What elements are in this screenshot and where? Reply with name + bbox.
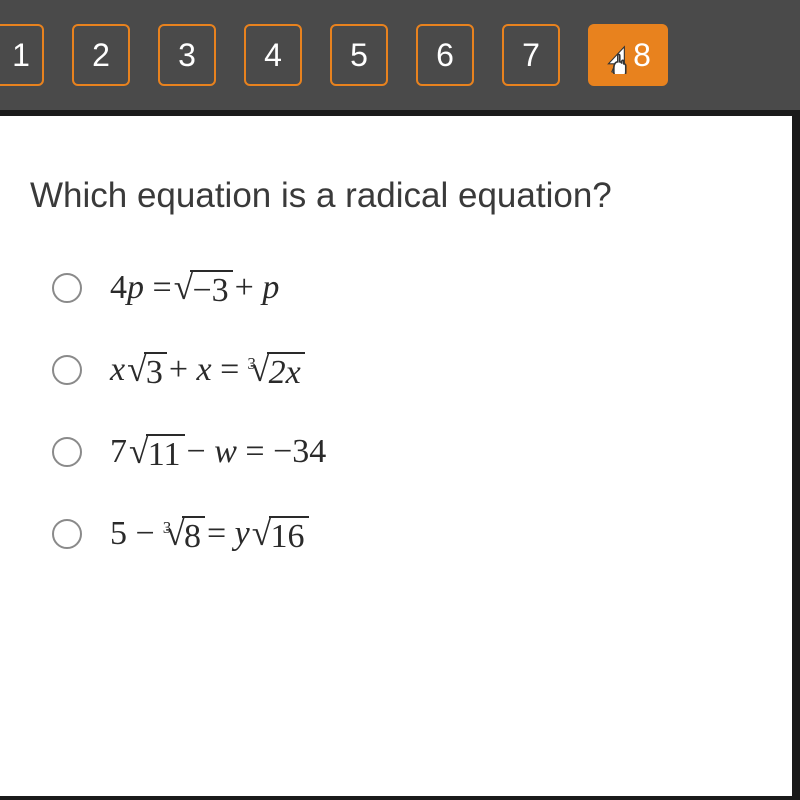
nav-item-4[interactable]: 4 [244,24,302,86]
nav-item-active-label: 8 [633,37,651,74]
sqrt-expression: √11 [129,430,185,474]
nav-item-1[interactable]: 1 [0,24,44,86]
radio-button[interactable] [52,355,82,385]
answer-option[interactable]: 7√11 − w = −34 [52,430,762,474]
radio-button[interactable] [52,437,82,467]
radical-icon: √ [174,266,194,308]
equation-text: 7 [110,433,127,471]
options-list: 4p = √−3 + px√3 + x = 3√2x7√11 − w = −34… [30,266,762,556]
sqrt-expression: 3√8 [157,512,205,556]
radical-icon: √ [129,430,149,472]
sqrt-radicand: 11 [146,434,185,474]
equation-expression: x√3 + x = 3√2x [110,348,307,392]
nav-item-3[interactable]: 3 [158,24,216,86]
nav-item-8-active[interactable]: 8 [588,24,668,86]
answer-option[interactable]: 4p = √−3 + p [52,266,762,310]
nav-item-6[interactable]: 6 [416,24,474,86]
sqrt-radicand: 3 [144,352,167,392]
question-text: Which equation is a radical equation? [30,176,762,216]
answer-option[interactable]: 5 − 3√8 = y√16 [52,512,762,556]
question-panel: Which equation is a radical equation? 4p… [0,116,792,796]
radio-button[interactable] [52,519,82,549]
equation-expression: 7√11 − w = −34 [110,430,326,474]
sqrt-expression: √16 [252,512,309,556]
sqrt-radicand: 2x [267,352,305,392]
equation-text: + x = [169,351,239,389]
equation-text: 4p = [110,269,172,307]
nav-item-7[interactable]: 7 [502,24,560,86]
equation-text: = y [207,515,250,553]
radical-icon: √ [165,512,185,554]
equation-text: − w = −34 [187,433,327,471]
sqrt-expression: √3 [127,348,167,392]
equation-expression: 4p = √−3 + p [110,266,279,310]
question-nav-bar: 1 2 3 4 5 6 7 8 [0,0,800,110]
radical-icon: √ [252,512,272,554]
equation-text: 5 − [110,515,155,553]
equation-text: + p [235,269,280,307]
radio-button[interactable] [52,273,82,303]
sqrt-radicand: 8 [182,516,205,556]
sqrt-radicand: −3 [190,270,232,310]
equation-text: x [110,351,125,389]
answer-option[interactable]: x√3 + x = 3√2x [52,348,762,392]
sqrt-radicand: 16 [269,516,309,556]
sqrt-expression: √−3 [174,266,233,310]
equation-expression: 5 − 3√8 = y√16 [110,512,311,556]
radical-icon: √ [127,348,147,390]
nav-item-2[interactable]: 2 [72,24,130,86]
radical-icon: √ [250,348,270,390]
sqrt-expression: 3√2x [241,348,304,392]
pointer-cursor-icon [596,40,630,82]
nav-item-5[interactable]: 5 [330,24,388,86]
